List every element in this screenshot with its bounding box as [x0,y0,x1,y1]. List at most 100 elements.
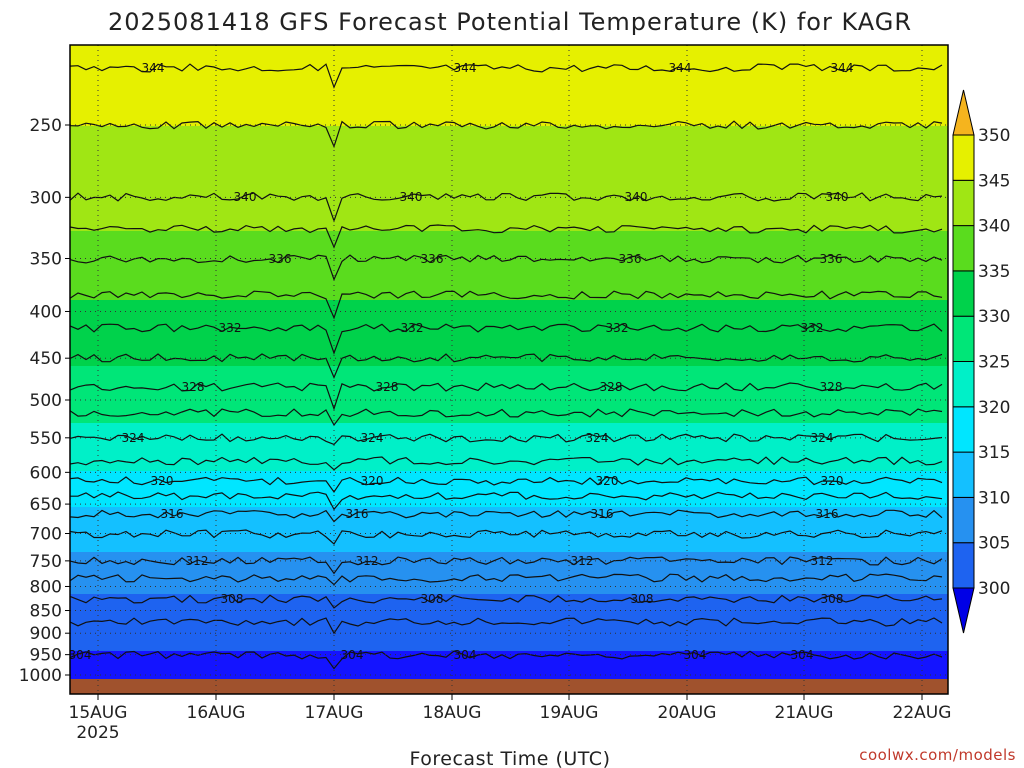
contour-line [69,224,943,249]
colorbar-segment [952,134,975,181]
contour-label: 324 [361,431,384,445]
theta-band [70,381,948,385]
theta-band [70,120,948,124]
theta-band [70,669,948,673]
contour-label: 332 [801,321,824,335]
contour-label: 336 [619,252,642,266]
theta-band [70,636,948,640]
x-axis: 15AUG 16AUG 17AUG 18AUG 19AUG 20AUG 21AUG 22AUG… [69,694,951,743]
theta-band [70,447,948,451]
theta-band [70,564,948,568]
contour-label: 344 [142,61,165,75]
theta-band [70,201,948,205]
theta-band [70,288,948,292]
theta-band [70,543,948,547]
theta-band [70,609,948,613]
y-tick-label: 250 [30,116,62,136]
contour-label: 344 [669,61,692,75]
theta-band [70,138,948,142]
theta-band [70,318,948,322]
contour-line [69,290,943,320]
theta-band [70,276,948,280]
theta-band [70,54,948,58]
contour-label: 308 [221,592,244,606]
theta-band [70,516,948,520]
theta-band [70,672,948,676]
theta-band [70,195,948,199]
contour-label: 328 [182,380,205,394]
theta-band [70,234,948,238]
theta-band [70,309,948,313]
theta-band [70,504,948,508]
theta-band [70,204,948,208]
theta-band [70,666,948,670]
theta-band [70,303,948,307]
theta-band [70,429,948,433]
colorbar-tick-label: 350 [978,126,1010,146]
x-tick-label: 18AUG [423,703,482,723]
theta-band [70,423,948,427]
theta-band [70,147,948,151]
colorbar-segment [952,542,975,589]
colorbar: 300 305 310 315 320 325 330 335 340 345 350 [952,89,1010,634]
theta-band [70,675,948,679]
contour-label: 336 [269,252,292,266]
contour-label: 344 [454,61,477,75]
theta-band [70,57,948,61]
theta-band [70,438,948,442]
contour-line [69,323,943,355]
contour-label: 312 [571,554,594,568]
contour-label: 328 [820,380,843,394]
theta-band [70,501,948,505]
theta-band [70,261,948,265]
theta-band [70,63,948,67]
theta-band [70,291,948,295]
theta-band [70,642,948,646]
theta-band [70,129,948,133]
y-tick-label: 1000 [19,666,62,686]
theta-band [70,528,948,532]
theta-band [70,663,948,667]
theta-band [70,384,948,388]
contour-label: 316 [816,507,839,521]
x-axis-label: Forecast Time (UTC) [410,748,611,768]
y-tick-label: 850 [30,602,62,622]
contour-label: 324 [122,431,145,445]
x-tick-label: 19AUG [540,703,599,723]
x-tick-label: 20AUG [658,703,717,723]
theta-band [70,168,948,172]
theta-band [70,441,948,445]
contour-line [69,254,943,282]
theta-band [70,546,948,550]
theta-band [70,351,948,355]
contour-label: 332 [219,321,242,335]
theta-band [70,624,948,628]
contour-line [69,192,943,223]
theta-band [70,102,948,106]
colorbar-segment [952,179,975,227]
theta-band [70,510,948,514]
theta-band [70,582,948,586]
theta-band [70,150,948,154]
theta-band [70,633,948,637]
contour-line [69,353,943,379]
theta-band [70,87,948,91]
y-tick-label: 500 [30,391,62,411]
colorbar-tick-label: 325 [978,353,1010,373]
theta-band [70,207,948,211]
theta-band [70,450,948,454]
contour-labels: 3443443483403403443443403403363363363363… [69,61,854,662]
theta-band [70,519,948,523]
colorbar-segment [952,361,975,408]
contour-line [69,63,943,89]
contour-label: 320 [151,474,174,488]
theta-band [70,585,948,589]
y-tick-label: 550 [30,429,62,449]
theta-band [70,336,948,340]
theta-band [70,462,948,466]
y-tick-label: 750 [30,552,62,572]
theta-band [70,534,948,538]
theta-band [70,468,948,472]
contour-label: 320 [596,474,619,488]
contour-line [69,617,943,635]
